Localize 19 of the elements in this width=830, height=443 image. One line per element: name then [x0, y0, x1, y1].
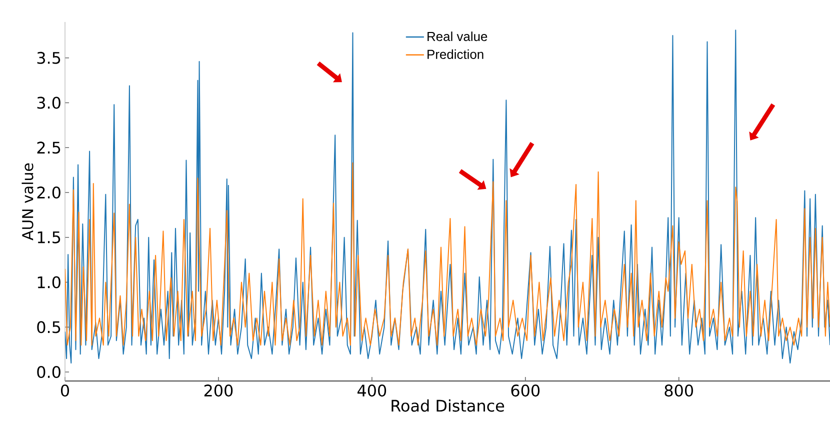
y-tick-label: 3.5 [37, 52, 60, 64]
y-tick-label: 2.0 [37, 186, 60, 199]
legend-label: Real value [428, 32, 488, 42]
legend-label: Prediction [428, 49, 484, 59]
y-tick-label: 1.0 [38, 276, 60, 288]
x-tick-label: 600 [511, 384, 540, 397]
y-axis-title: AUN value [22, 163, 34, 240]
y-tick-label: 0.5 [37, 321, 60, 334]
x-tick-label: 200 [204, 384, 233, 397]
x-tick-label: 800 [664, 384, 693, 397]
line-series [65, 30, 830, 364]
x-tick-label: 0 [60, 384, 70, 397]
y-tick-label: 1.5 [38, 231, 60, 244]
x-tick-label: 400 [357, 384, 386, 397]
y-tick-label: 0.0 [37, 366, 60, 378]
x-axis-title: Road Distance [392, 399, 504, 412]
line-series [65, 162, 830, 346]
y-tick-label: 3.0 [37, 96, 60, 109]
y-tick-label: 2.5 [37, 142, 60, 154]
